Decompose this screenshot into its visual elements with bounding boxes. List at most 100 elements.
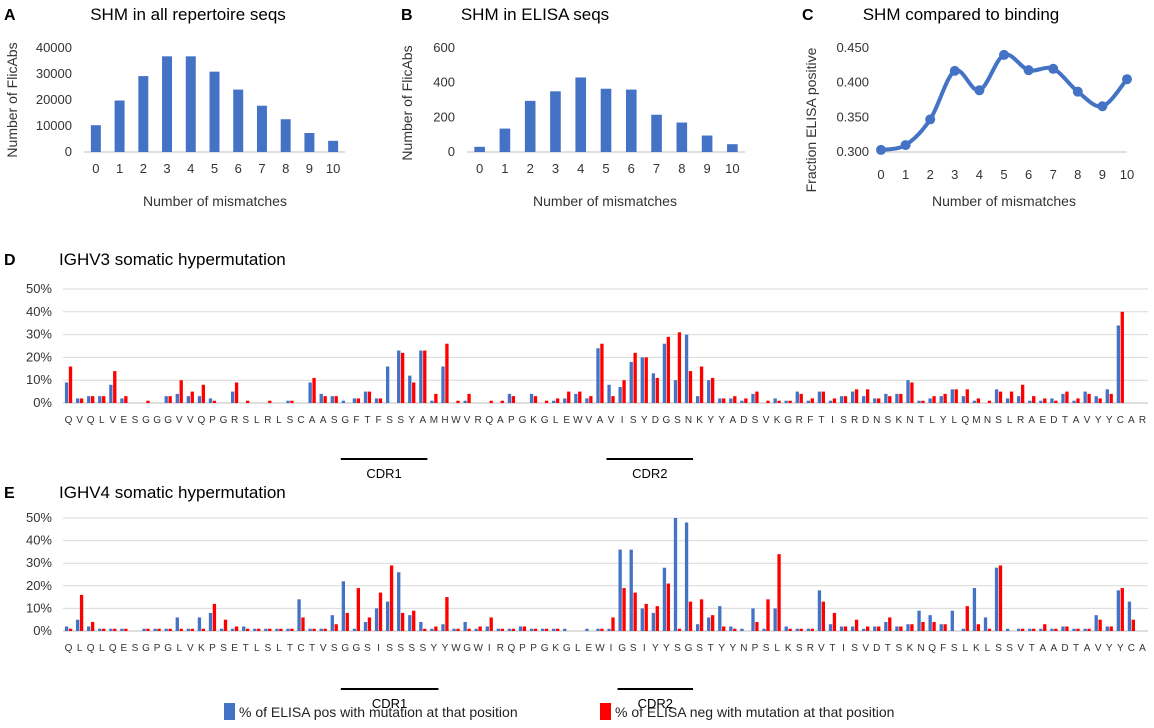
panel-a-ytick-label: 0 (65, 144, 72, 159)
panel-d-bar-neg (456, 400, 460, 403)
panel-e-bar-pos (939, 624, 943, 631)
panel-d-residue-label: E (121, 415, 128, 426)
panel-e-bar-neg (434, 626, 438, 631)
panel-e-bar-pos (341, 581, 346, 631)
panel-e-bar-neg (179, 628, 183, 631)
panel-d-residue-label: S (630, 415, 637, 426)
panel-d-bar-neg (555, 398, 560, 403)
panel-e-bar-neg (600, 628, 604, 631)
panel-d-residue-label: S (386, 415, 393, 426)
panel-e-residue-label: Y (729, 643, 736, 654)
panel-a-ytick-label: 40000 (36, 40, 72, 55)
panel-e-bar-pos (651, 612, 656, 631)
panel-d-bar-neg (290, 400, 294, 403)
legend-label-pos: % of ELISA pos with mutation at that pos… (239, 704, 518, 720)
panel-e-bar-pos (961, 628, 966, 631)
panel-d-bar-pos (1072, 400, 1076, 403)
panel-d-bar-pos (164, 396, 168, 403)
panel-e-bar-neg (79, 594, 84, 631)
panel-e-bar-pos (352, 628, 357, 631)
panel-e-residue-label: Y (652, 643, 659, 654)
panel-d-bar-neg (356, 398, 361, 403)
panel-d-bar-pos (817, 391, 822, 403)
panel-e-bar-neg (389, 565, 394, 631)
panel-d-chart: D IGHV3 somatic hypermutation 0% 10% 20% 30… (4, 250, 1148, 481)
panel-e-bar-neg (500, 628, 504, 631)
panel-d-bar-pos (397, 350, 401, 403)
panel-d-residue-label: L (1007, 415, 1013, 426)
panel-e-residue-label: L (276, 643, 282, 654)
panel-e-bar-pos (253, 628, 257, 631)
panel-e-residue-label: I (377, 643, 380, 654)
panel-e-residue-label: K (552, 643, 559, 654)
panel-d-residue-label: L (254, 415, 260, 426)
panel-d-bar-pos (928, 398, 932, 403)
panel-d-residue-label: N (906, 415, 913, 426)
panel-e-bar-neg (301, 617, 305, 631)
panel-d-residue-label: F (353, 415, 359, 426)
panel-d-bar-neg (190, 391, 194, 403)
panel-e-residue-label: P (519, 643, 526, 654)
panel-e-bar-pos (640, 608, 644, 631)
panel-d-bar-neg (1043, 398, 1047, 403)
panel-d-bar-pos (507, 393, 512, 403)
panel-e-bar-pos (629, 549, 633, 631)
panel-e-bar-pos (563, 628, 567, 631)
panel-e-bar-neg (755, 621, 759, 631)
panel-e-residue-label: Y (431, 643, 438, 654)
panel-d-bar-pos (994, 389, 999, 403)
panel-e-bar-pos (540, 628, 545, 631)
panel-e-residue-label: R (497, 643, 504, 654)
panel-b-bar (524, 100, 536, 152)
panel-d-bar-neg (124, 396, 128, 403)
panel-e-bar-neg (843, 626, 848, 631)
panel-e-bar-pos (1061, 626, 1065, 631)
panel-d-bar-neg (113, 371, 117, 403)
panel-e-residue-label: V (862, 643, 869, 654)
panel-d-bar-neg (146, 400, 150, 403)
panel-d-bar-pos (352, 398, 357, 403)
panel-d-bar-pos (1028, 400, 1032, 403)
panel-d-cdr-label: CDR1 (366, 466, 401, 481)
panel-e-bar-neg (777, 554, 781, 631)
panel-d-bar-pos (341, 400, 346, 403)
panel-e-ytick-label: 10% (26, 600, 52, 615)
panel-d-bar-neg (179, 380, 183, 403)
panel-e-bar-neg (257, 628, 261, 631)
panel-a-xtick-label: 6 (235, 161, 242, 176)
panel-d-bar-neg (954, 389, 958, 403)
panel-e-bar-neg (788, 628, 792, 631)
panel-d-residue-label: K (774, 415, 781, 426)
panel-e-residue-label: T (885, 643, 891, 654)
panel-e-residue-label: S (995, 643, 1002, 654)
panel-e-residue-label: I (842, 643, 845, 654)
panel-d-residue-label: V (76, 415, 83, 426)
panel-d-residue-label: W (573, 415, 583, 426)
panel-c-xtick-label: 5 (1000, 167, 1007, 182)
panel-d-bar-neg (434, 393, 438, 403)
panel-d-residue-label: R (1139, 415, 1146, 426)
panel-e-residue-label: E (231, 643, 238, 654)
panel-e-residue-label: G (353, 643, 361, 654)
panel-d-bar-neg (212, 400, 217, 403)
panel-d-bar-pos (186, 396, 191, 403)
panel-a-ytick-label: 10000 (36, 118, 72, 133)
panel-e-residue-label: W (451, 643, 461, 654)
panel-d-bar-neg (899, 393, 903, 403)
panel-e-bar-pos (695, 624, 700, 631)
panel-e-bar-pos (286, 628, 290, 631)
panel-letter-e: E (4, 485, 15, 502)
panel-d-residue-label: A (419, 415, 426, 426)
panel-d-ytick-label: 30% (26, 327, 52, 342)
panel-d-bar-pos (308, 382, 312, 403)
panel-c-point (1097, 101, 1108, 112)
panel-e-bar-pos (197, 617, 202, 631)
panel-e-ytick-label: 0% (33, 623, 52, 638)
panel-e-residue-label: S (1006, 643, 1013, 654)
panel-e-chart: E IGHV4 somatic hypermutation 0% 10% 20% 30… (4, 483, 1148, 711)
panel-e-bar-pos (873, 626, 877, 631)
panel-a-bar (304, 133, 315, 152)
panel-d-residue-label: L (951, 415, 957, 426)
panel-e-bar-pos (607, 628, 611, 631)
panel-e-bar-neg (544, 628, 549, 631)
